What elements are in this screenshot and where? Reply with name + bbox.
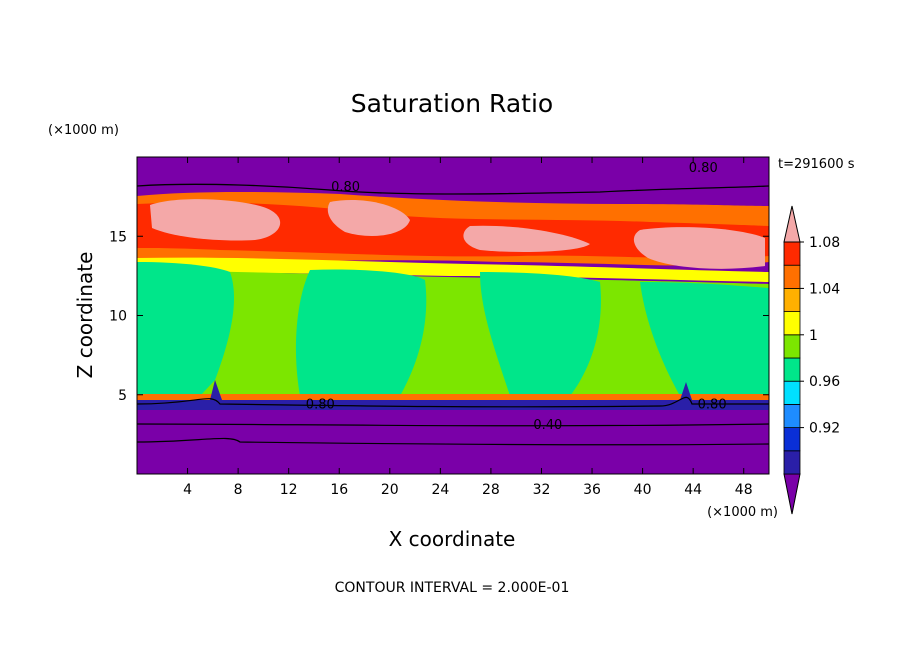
- colorbar-swatch: [783, 264, 801, 289]
- time-label: t=291600 s: [778, 157, 855, 172]
- x-unit-label: (×1000 m): [707, 505, 778, 520]
- x-tick-label: 28: [482, 482, 500, 498]
- contour-line-lowest: [137, 437, 769, 446]
- y-tick-label: 15: [109, 229, 127, 245]
- mid-troposphere-green: [137, 270, 769, 396]
- lower-dry-layer: [137, 400, 769, 474]
- x-tick-label: 40: [634, 482, 652, 498]
- chart-title: Saturation Ratio: [351, 89, 553, 118]
- teal-region-3: [480, 272, 601, 396]
- teal-region-2: [295, 269, 427, 396]
- colorbar-tick-label: 1.04: [809, 281, 840, 297]
- x-tick-label: 20: [381, 482, 399, 498]
- lower-transition-band: [137, 380, 769, 410]
- x-tick-label: 4: [183, 482, 192, 498]
- contour-label: 0.80: [331, 180, 360, 195]
- contour-labels: 0.80 0.80 0.80 0.80 0.40: [306, 161, 727, 433]
- x-tick-label: 12: [280, 482, 298, 498]
- colorbar-tick-label: 0.96: [809, 374, 840, 390]
- y-unit-label: (×1000 m): [48, 123, 119, 138]
- y-tick-label: 10: [109, 309, 127, 325]
- colorbar-swatch: [783, 427, 801, 452]
- colorbar-swatch: [783, 334, 801, 359]
- colorbar-swatch: [783, 287, 801, 312]
- x-axis-ticks: 4 8 12 16 20 24 28 32 36 40 44 48: [183, 157, 753, 498]
- y-axis-ticks: 5 10 15: [109, 229, 769, 404]
- colorbar-swatch: [783, 380, 801, 405]
- x-tick-label: 32: [533, 482, 551, 498]
- colorbar-over-arrow: [783, 205, 801, 243]
- colorbar-swatch: [783, 311, 801, 336]
- contour-label: 0.80: [698, 397, 727, 412]
- contour-line-080-low: [137, 396, 769, 408]
- teal-region-1: [137, 262, 235, 396]
- y-axis-label: Z coordinate: [73, 252, 97, 379]
- colorbar-tick-label: 0.92: [809, 421, 840, 437]
- supersat-patch-4: [633, 227, 765, 269]
- supersat-patch-3: [463, 225, 590, 252]
- contour-label: 0.80: [306, 397, 335, 412]
- colorbar-swatch: [783, 450, 801, 475]
- x-tick-label: 44: [684, 482, 702, 498]
- supersat-patch-2: [327, 200, 410, 236]
- contour-line-top: [137, 183, 769, 195]
- y-tick-label: 5: [118, 388, 127, 404]
- teal-region-4: [640, 282, 769, 396]
- colorbar-swatch: [783, 403, 801, 428]
- colorbar-tick-label: 1.08: [809, 235, 840, 251]
- contour-interval-note: CONTOUR INTERVAL = 2.000E-01: [335, 580, 570, 596]
- x-tick-label: 48: [735, 482, 753, 498]
- colorbar-swatch: [783, 241, 801, 266]
- colorbar-tick-label: 1: [809, 328, 818, 344]
- colorbar: 0.92 0.96 1 1.04 1.08: [783, 205, 840, 515]
- contour-label: 0.80: [689, 161, 718, 176]
- x-tick-label: 16: [330, 482, 348, 498]
- colorbar-under-arrow: [783, 473, 801, 515]
- x-axis-label: X coordinate: [389, 527, 516, 551]
- x-tick-label: 24: [431, 482, 449, 498]
- yellow-transition-band: [137, 257, 769, 282]
- contour-label: 0.40: [533, 418, 562, 433]
- contour-line-040: [137, 423, 769, 427]
- x-tick-label: 8: [234, 482, 243, 498]
- colorbar-swatch: [783, 357, 801, 382]
- supersat-patch-1: [150, 199, 281, 241]
- upper-red-band: [137, 202, 769, 259]
- x-tick-label: 36: [583, 482, 601, 498]
- plot-field: 0.80 0.80 0.80 0.80 0.40: [137, 157, 769, 474]
